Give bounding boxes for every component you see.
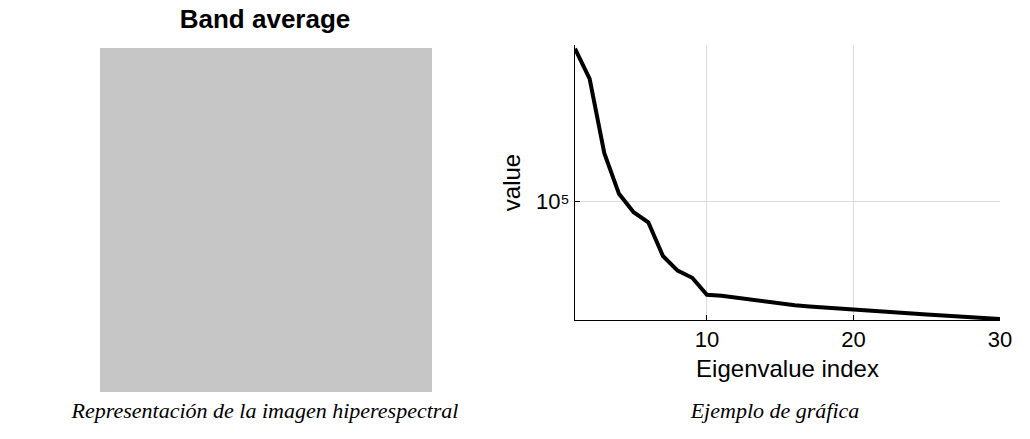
svg-text:30: 30: [988, 327, 1012, 352]
svg-text:20: 20: [841, 327, 865, 352]
svg-text:Eigenvalue index: Eigenvalue index: [696, 355, 879, 382]
svg-text:10: 10: [695, 327, 719, 352]
html-text:Ejemplo de gráfica: Ejemplo de gráfica: [690, 398, 860, 423]
svg-text:value: value: [498, 154, 525, 211]
html-text:Band average: Band average: [179, 4, 351, 34]
html-text:Representación de la imagen hi: Representación de la imagen hiperespectr…: [71, 398, 459, 423]
svg-text:10⁵: 10⁵: [536, 189, 570, 214]
